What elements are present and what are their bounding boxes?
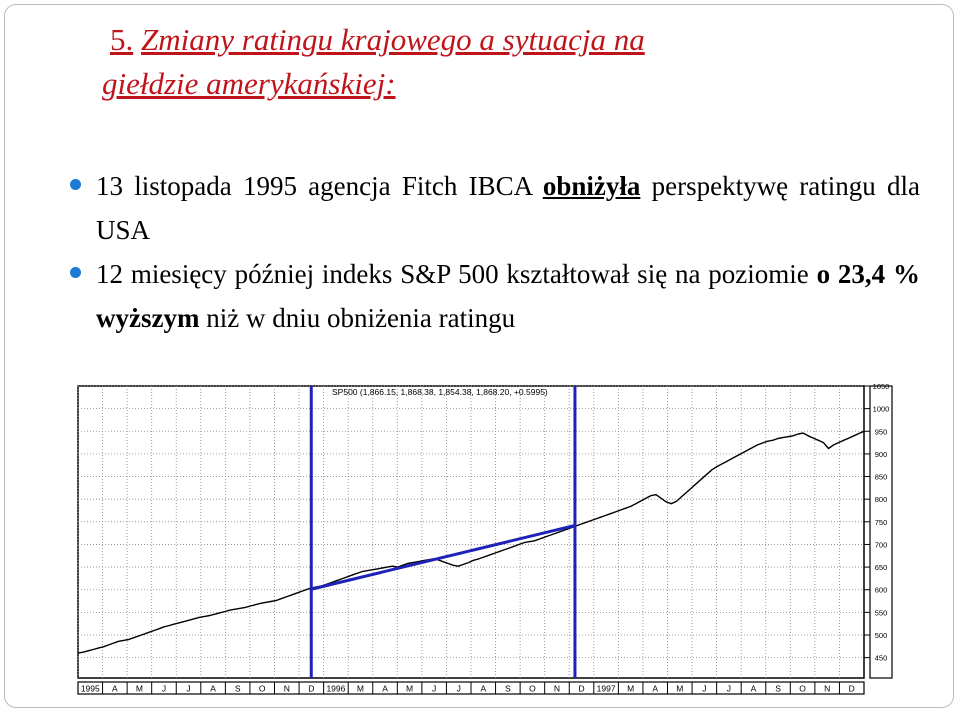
bullet-item-1: 13 listopada 1995 agencja Fitch IBCA obn… bbox=[70, 164, 920, 252]
chart-grid bbox=[77, 385, 865, 679]
x-tick-label: D bbox=[308, 684, 314, 694]
title-line-2: giełdzie amerykańskiej: bbox=[102, 66, 396, 101]
x-tick-label: 1995 bbox=[81, 684, 100, 694]
y-tick-label: 450 bbox=[875, 654, 888, 663]
x-tick-label: A bbox=[112, 684, 118, 694]
x-tick-label: 1997 bbox=[597, 684, 616, 694]
bullet-1-text-a: 13 listopada 1995 agencja Fitch IBCA bbox=[96, 171, 532, 201]
x-tick-label: M bbox=[676, 684, 683, 694]
x-tick-label: M bbox=[627, 684, 634, 694]
x-tick-label: M bbox=[357, 684, 364, 694]
bullet-1-text-c: perspektywę ratingu dla USA bbox=[96, 171, 920, 245]
y-axis-box bbox=[869, 385, 893, 679]
bullet-list: 13 listopada 1995 agencja Fitch IBCA obn… bbox=[70, 164, 920, 340]
slide-title: 5. Zmiany ratingu krajowego a sytuacja n… bbox=[102, 18, 922, 106]
y-tick-label: 700 bbox=[875, 540, 888, 549]
x-tick-label: 1996 bbox=[326, 684, 345, 694]
x-tick-label: A bbox=[210, 684, 216, 694]
sp500-chart: SP500 (1,866.15, 1,868.38, 1,854.38, 1,8… bbox=[74, 384, 896, 696]
title-number: 5. bbox=[110, 22, 134, 57]
slide-frame bbox=[4, 4, 954, 708]
bullet-dot-icon bbox=[70, 179, 81, 190]
x-tick-label: J bbox=[186, 684, 190, 694]
bullet-2-emphasis: o 23,4 % wyższym bbox=[96, 259, 921, 333]
chart-y-axis: 1050 1000 950 900 850 800 750 700 650 600 550 500 45… bbox=[864, 384, 893, 679]
x-tick-label: N bbox=[824, 684, 830, 694]
x-tick-label: J bbox=[432, 684, 436, 694]
x-tick-label: M bbox=[136, 684, 143, 694]
x-tick-label: A bbox=[652, 684, 658, 694]
price-line bbox=[77, 430, 865, 654]
chart-x-axis: 1995 A M J J A S O N D 1996 M A M J J A S O N D 1997 M A M J J A S O N… bbox=[77, 681, 865, 695]
x-tick-label: J bbox=[727, 684, 731, 694]
y-tick-label: 1000 bbox=[873, 405, 890, 414]
y-tick-label: 900 bbox=[875, 450, 888, 459]
x-tick-label: A bbox=[751, 684, 757, 694]
x-tick-label: D bbox=[578, 684, 584, 694]
bullet-dot-icon bbox=[70, 267, 81, 278]
y-tick-label: 750 bbox=[875, 518, 888, 527]
bullet-2-text-c: niż w dniu obniżenia ratingu bbox=[206, 303, 516, 333]
x-tick-label: A bbox=[480, 684, 486, 694]
y-tick-label: 600 bbox=[875, 586, 888, 595]
x-tick-label: O bbox=[799, 684, 806, 694]
x-tick-label: J bbox=[162, 684, 166, 694]
x-tick-label: N bbox=[284, 684, 290, 694]
trendline bbox=[310, 523, 576, 591]
x-tick-label: M bbox=[406, 684, 413, 694]
x-tick-label: J bbox=[702, 684, 706, 694]
title-line-1: Zmiany ratingu krajowego a sytuacja na bbox=[141, 22, 645, 57]
x-tick-label: D bbox=[849, 684, 855, 694]
bullet-item-2: 12 miesięcy później indeks S&P 500 kszta… bbox=[70, 252, 920, 340]
bullet-2-text-a: 12 miesięcy później indeks S&P 500 kszta… bbox=[96, 259, 809, 289]
x-tick-label: J bbox=[457, 684, 461, 694]
bullet-1-emphasis: obniżyła bbox=[542, 171, 641, 201]
chart-header: SP500 (1,866.15, 1,868.38, 1,854.38, 1,8… bbox=[332, 387, 548, 397]
x-tick-label: O bbox=[259, 684, 266, 694]
y-tick-label: 850 bbox=[875, 473, 888, 482]
x-tick-label: S bbox=[235, 684, 241, 694]
x-tick-label: N bbox=[554, 684, 560, 694]
chart-marks bbox=[77, 386, 865, 678]
y-tick-label: 1050 bbox=[873, 384, 890, 391]
y-tick-label: 950 bbox=[875, 427, 888, 436]
y-tick-label: 500 bbox=[875, 631, 888, 640]
x-tick-label: O bbox=[529, 684, 536, 694]
y-tick-label: 550 bbox=[875, 608, 888, 617]
x-tick-label: S bbox=[775, 684, 781, 694]
chart-background bbox=[74, 384, 896, 696]
y-tick-label: 800 bbox=[875, 495, 888, 504]
y-tick-label: 650 bbox=[875, 563, 888, 572]
x-tick-label: S bbox=[505, 684, 511, 694]
x-tick-label: A bbox=[382, 684, 388, 694]
